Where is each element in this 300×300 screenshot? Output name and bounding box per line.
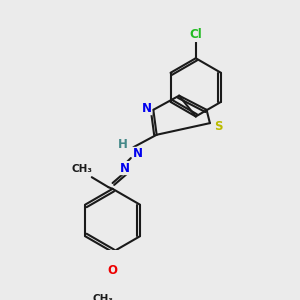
Text: H: H [118, 138, 128, 151]
Text: O: O [108, 264, 118, 277]
Text: CH₃: CH₃ [71, 164, 92, 174]
Text: N: N [120, 161, 130, 175]
Text: S: S [214, 120, 223, 133]
Text: N: N [133, 147, 142, 161]
Text: CH₃: CH₃ [92, 294, 113, 300]
Text: N: N [142, 102, 152, 115]
Text: Cl: Cl [189, 28, 202, 41]
